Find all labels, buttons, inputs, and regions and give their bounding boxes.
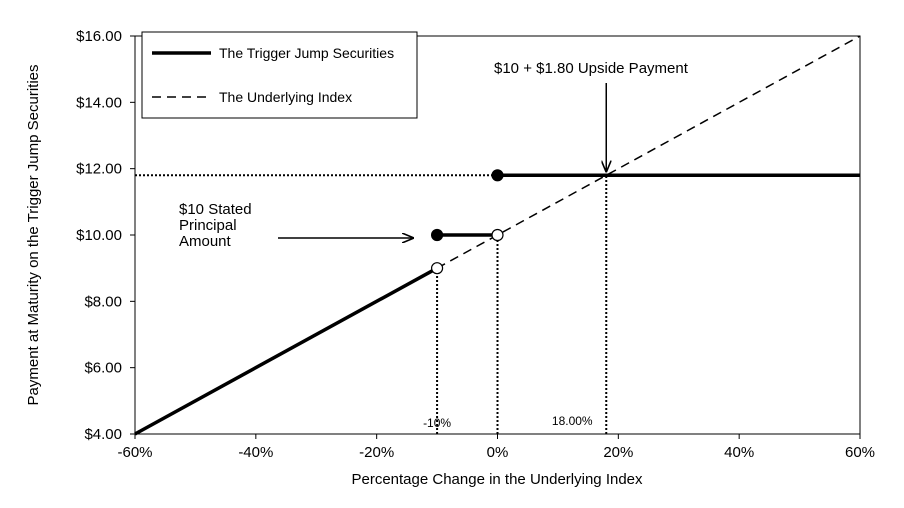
x-tick-label-0: -60%: [117, 444, 152, 461]
legend: The Trigger Jump Securities The Underlyi…: [141, 31, 418, 119]
x-axis-title: Percentage Change in the Underlying Inde…: [351, 471, 643, 488]
y-tick-label-2: $8.00: [84, 293, 122, 310]
stated-principal-line-1: $10 Stated: [179, 201, 252, 218]
x-tick-label-1: -40%: [238, 444, 273, 461]
y-tick-label-0: $4.00: [84, 426, 122, 443]
open-marker-3: [491, 228, 504, 242]
x-tick-label-5: 40%: [724, 444, 754, 461]
y-axis-title: Payment at Maturity on the Trigger Jump …: [25, 65, 42, 406]
x-tick-label-3: 0%: [487, 444, 509, 461]
legend-label-underlying: The Underlying Index: [219, 89, 352, 105]
open-marker-2: [430, 262, 444, 275]
marker-layer: [430, 169, 504, 275]
series-1-segment-0: [436, 35, 861, 269]
y-tick-label-6: $16.00: [76, 28, 122, 45]
reference-lines: [135, 174, 608, 434]
series-layer: [134, 35, 861, 436]
trigger-level-label: -10%: [423, 416, 451, 430]
x-tick-label-2: -20%: [359, 444, 394, 461]
x-tick-label-6: 60%: [845, 444, 875, 461]
y-axis: $4.00 $6.00 $8.00 $10.00 $12.00 $14.00 $16.00: [76, 28, 135, 443]
y-tick-label-1: $6.00: [84, 360, 122, 377]
y-tick-label-4: $12.00: [76, 161, 122, 178]
series-0-segment-0: [134, 266, 438, 436]
x-axis: -60% -40% -20% 0% 20% 40% 60%: [117, 434, 875, 461]
stated-principal-label: $10 Stated Principal Amount: [179, 201, 256, 250]
stated-principal-line-3: Amount: [179, 233, 232, 250]
filled-marker-1: [491, 169, 504, 182]
stated-principal-line-2: Principal: [179, 217, 237, 234]
upside-level-label: 18.00%: [552, 414, 593, 428]
upside-payment-label: $10 + $1.80 Upside Payment: [494, 60, 689, 77]
legend-box: [141, 31, 418, 119]
y-tick-label-5: $14.00: [76, 94, 122, 111]
legend-label-trigger: The Trigger Jump Securities: [219, 45, 394, 61]
y-tick-label-3: $10.00: [76, 227, 122, 244]
filled-marker-0: [430, 228, 444, 242]
x-tick-label-4: 20%: [603, 444, 633, 461]
